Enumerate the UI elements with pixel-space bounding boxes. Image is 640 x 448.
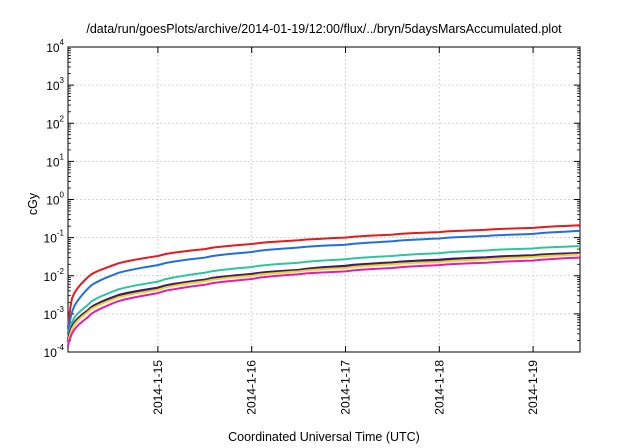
y-tick-label: 101 <box>46 152 64 169</box>
y-axis: 10-4 10-3 10-2 10-1 100 101 102 103 104 <box>44 38 580 360</box>
x-tick-label: 2014-1-17 <box>338 360 352 415</box>
y-tick-label: 10-4 <box>44 343 65 360</box>
y-axis-label: cGy <box>26 192 40 215</box>
series-line-1 <box>67 224 581 330</box>
y-tick-label: 103 <box>46 76 64 93</box>
chart-title: /data/run/goesPlots/archive/2014-01-19/1… <box>86 22 562 36</box>
x-tick-label: 2014-1-18 <box>432 360 446 415</box>
y-tick-label: 102 <box>46 114 64 131</box>
series-line-3 <box>67 245 581 341</box>
x-tick-label: 2014-1-16 <box>245 360 259 415</box>
series-line-6 <box>67 256 581 347</box>
y-tick-label: 10-3 <box>44 305 65 322</box>
y-tick-label: 10-1 <box>44 229 65 246</box>
series-group <box>66 224 581 347</box>
x-tick-label: 2014-1-19 <box>526 360 540 415</box>
y-tick-label: 100 <box>46 191 64 208</box>
y-tick-label: 104 <box>46 38 64 55</box>
y-tick-label: 10-2 <box>44 267 65 284</box>
x-axis: 2014-1-15 2014-1-16 2014-1-17 2014-1-18 2014… <box>151 47 540 415</box>
series-line-5 <box>67 253 581 345</box>
series-line-4 <box>66 251 581 343</box>
series-line-2 <box>67 229 581 334</box>
x-tick-label: 2014-1-15 <box>151 360 165 415</box>
grid <box>68 47 580 352</box>
x-axis-label: Coordinated Universal Time (UTC) <box>228 430 420 444</box>
